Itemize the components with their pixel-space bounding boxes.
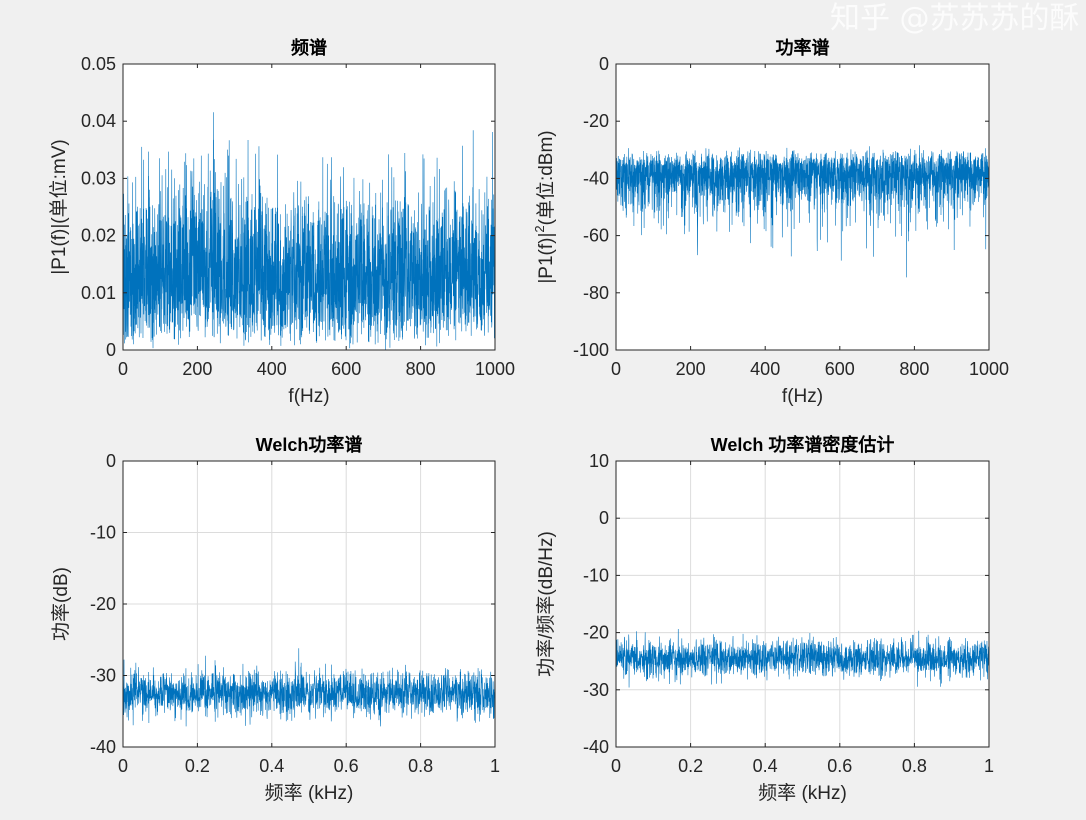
series-line: [122, 112, 496, 350]
y-tick-label: -40: [583, 168, 609, 188]
y-axis-label: |P1(f)|(单位:mV): [48, 139, 70, 274]
y-tick-label: -20: [583, 111, 609, 131]
x-tick-label: 1: [490, 756, 500, 776]
y-tick-label: -30: [583, 680, 609, 700]
subplot-title: 频谱: [291, 37, 327, 58]
x-tick-label: 0.6: [334, 756, 359, 776]
x-tick-label: 200: [182, 359, 212, 379]
x-tick-label: 600: [825, 359, 855, 379]
y-axis-label: |P1(f)|2(单位:dBm): [532, 130, 557, 283]
x-tick-label: 0.2: [185, 756, 210, 776]
axes-box: [615, 63, 990, 351]
y-label-part: |P1(f)|: [536, 233, 557, 284]
x-tick-label: 0: [118, 756, 128, 776]
y-tick-label: -100: [573, 340, 609, 360]
y-label-part: (单位:dBm): [535, 130, 557, 225]
watermark: 知乎 @苏苏苏的酥: [830, 1, 1080, 36]
subplot-1: 0 200 400 600 800 1000 0 0.01 0.02 0.03 0.04 0.05 频谱…: [48, 37, 515, 407]
y-tick-label: 0: [599, 508, 609, 528]
x-tick-label: 0.8: [408, 756, 433, 776]
y-tick-label: -10: [90, 523, 116, 543]
y-tick-label: -20: [583, 623, 609, 643]
x-tick-label: 1000: [969, 359, 1009, 379]
y-tick-label: 0: [106, 340, 116, 360]
y-tick-label: -30: [90, 666, 116, 686]
x-axis-label: f(Hz): [288, 386, 329, 407]
x-axis-label: f(Hz): [782, 386, 823, 407]
x-tick-label: 0.4: [259, 756, 284, 776]
series-line: [615, 78, 990, 278]
subplot-title: Welch功率谱: [256, 434, 363, 455]
x-tick-label: 0.8: [902, 756, 927, 776]
x-tick-label: 0: [611, 359, 621, 379]
y-tick-label: 0.05: [81, 54, 116, 74]
x-tick-label: 0: [118, 359, 128, 379]
y-tick-label: -60: [583, 226, 609, 246]
subplot-title: Welch 功率谱密度估计: [711, 434, 895, 455]
x-tick-label: 1000: [475, 359, 515, 379]
axes-box: [615, 460, 990, 748]
y-tick-label: 0.01: [81, 283, 116, 303]
y-tick-label: 0.02: [81, 226, 116, 246]
y-axis-label: 功率(dB): [50, 567, 72, 641]
y-tick-label: 0: [106, 451, 116, 471]
subplot-2: 0 200 400 600 800 1000 -100 -80 -60 -40 -20 0 功率谱 f(H…: [532, 37, 1009, 407]
y-label-superscript: 2: [532, 225, 547, 232]
series-line: [615, 500, 990, 688]
x-tick-label: 0: [611, 756, 621, 776]
x-tick-label: 800: [899, 359, 929, 379]
series-line: [122, 496, 496, 727]
axes-background: [616, 461, 989, 747]
y-tick-label: -20: [90, 594, 116, 614]
x-tick-label: 0.6: [827, 756, 852, 776]
x-tick-label: 400: [750, 359, 780, 379]
x-axis-label: 频率 (kHz): [758, 782, 847, 804]
subplot-4: 0 0.2 0.4 0.6 0.8 1 -40 -30 -20 -10 0 10 Welch 功率谱密度…: [535, 434, 994, 804]
y-tick-label: 0.04: [81, 111, 116, 131]
x-tick-label: 0.2: [678, 756, 703, 776]
y-axis-label: 功率/频率(dB/Hz): [535, 531, 557, 677]
axes-background: [616, 64, 989, 350]
y-tick-label: 10: [589, 451, 609, 471]
x-tick-label: 200: [676, 359, 706, 379]
axes-box: [122, 63, 496, 351]
x-tick-label: 0.4: [753, 756, 778, 776]
x-tick-label: 800: [406, 359, 436, 379]
subplot-title: 功率谱: [776, 37, 830, 58]
x-axis-label: 频率 (kHz): [265, 782, 354, 804]
y-tick-label: 0.03: [81, 168, 116, 188]
y-tick-label: -10: [583, 565, 609, 585]
y-tick-label: -40: [583, 737, 609, 757]
x-tick-label: 1: [984, 756, 994, 776]
y-tick-label: -80: [583, 283, 609, 303]
y-tick-label: -40: [90, 737, 116, 757]
x-tick-label: 400: [257, 359, 287, 379]
x-tick-label: 600: [331, 359, 361, 379]
y-tick-label: 0: [599, 54, 609, 74]
